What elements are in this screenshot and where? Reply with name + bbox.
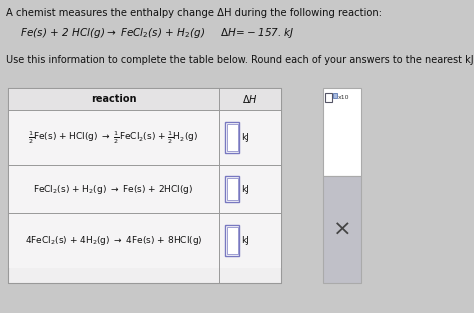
Bar [323, 176, 362, 283]
Bar [225, 122, 239, 153]
Text: reaction: reaction [91, 94, 136, 104]
Text: $\frac{1}{2}$Fe(s) + HCl(g) $\rightarrow$ $\frac{1}{2}$FeCl$_2$(s) + $\frac{1}{2: $\frac{1}{2}$Fe(s) + HCl(g) $\rightarrow… [28, 129, 199, 146]
Text: FeCl$_2$(s) + H$_2$(g) $\rightarrow$ Fe(s) + 2HCl(g): FeCl$_2$(s) + H$_2$(g) $\rightarrow$ Fe(… [33, 182, 193, 196]
Text: A chemist measures the enthalpy change ΔH during the following reaction:: A chemist measures the enthalpy change Δ… [6, 8, 382, 18]
Bar [8, 165, 281, 213]
Text: kJ: kJ [241, 133, 249, 142]
Bar [225, 176, 239, 202]
Bar [227, 227, 237, 254]
Text: 4FeCl$_2$(s) + 4H$_2$(g) $\rightarrow$ 4Fe(s) + 8HCl(g): 4FeCl$_2$(s) + 4H$_2$(g) $\rightarrow$ 4… [25, 234, 202, 247]
Bar [8, 88, 281, 110]
Bar [8, 110, 281, 165]
Text: x10: x10 [337, 95, 349, 100]
Text: ×: × [333, 219, 352, 239]
Text: kJ: kJ [241, 184, 249, 193]
Bar [227, 124, 237, 151]
Text: kJ: kJ [241, 236, 249, 245]
Text: $\Delta H$: $\Delta H$ [242, 93, 258, 105]
Text: Use this information to complete the table below. Round each of your answers to : Use this information to complete the tab… [6, 55, 474, 65]
Bar [323, 88, 362, 176]
Bar [227, 178, 237, 200]
Bar [333, 93, 337, 98]
Bar [8, 88, 281, 283]
Bar [325, 93, 332, 102]
Bar [225, 225, 239, 256]
Bar [8, 213, 281, 268]
Text: Fe(s) + 2 HCl(g)$\rightarrow$ FeCl$_2$(s) + H$_2$(g)     $\Delta H\!=\!-$157. kJ: Fe(s) + 2 HCl(g)$\rightarrow$ FeCl$_2$(s… [14, 26, 294, 40]
